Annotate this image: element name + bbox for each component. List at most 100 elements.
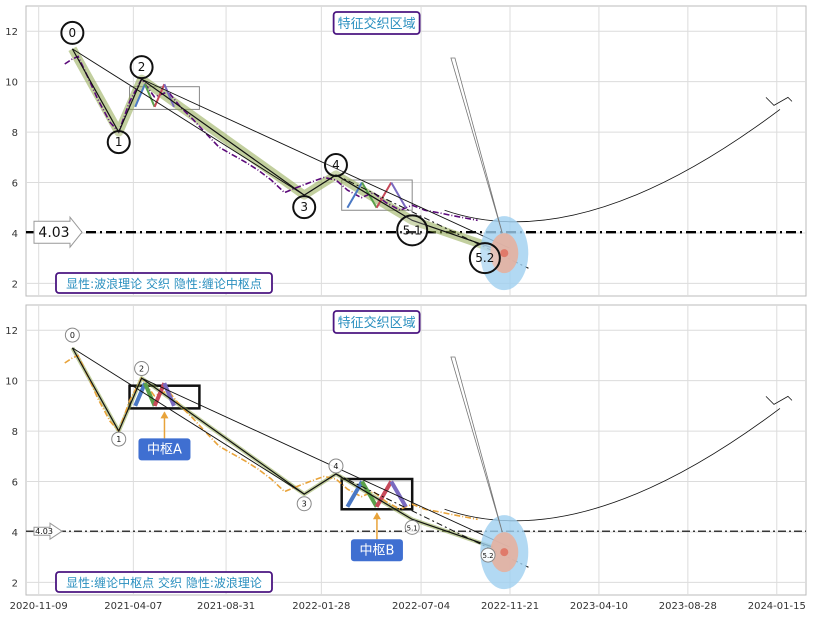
wave-marker xyxy=(328,458,344,474)
projection-curve xyxy=(444,109,781,223)
trend-line xyxy=(72,48,305,196)
support-label: 4.03 xyxy=(35,527,53,536)
y-tick-label: 6 xyxy=(12,478,18,489)
wave-marker xyxy=(106,130,131,155)
feature-zone-box xyxy=(332,310,421,334)
wave-marker xyxy=(396,214,429,247)
pivot-zigzag xyxy=(390,182,407,209)
trend-line xyxy=(72,347,305,495)
wave-marker-label: 5.2 xyxy=(482,552,493,560)
wave-marker-label: 3 xyxy=(300,200,308,214)
pivot-zigzag xyxy=(346,182,363,209)
wave-marker-label: 4 xyxy=(333,462,338,471)
pivot-zigzag xyxy=(144,83,156,108)
wave-marker-label: 0 xyxy=(70,331,75,340)
pivot-zigzag xyxy=(345,480,364,508)
wave-marker xyxy=(480,547,496,563)
y-tick-label: 8 xyxy=(12,427,18,438)
wave-marker-label: 5.1 xyxy=(407,524,418,532)
pivot-zigzag xyxy=(143,382,157,407)
pivot-pointer-head xyxy=(160,411,169,419)
wave-marker-label: 5.2 xyxy=(475,251,494,265)
pivot-box xyxy=(340,477,414,511)
wave-marker xyxy=(296,496,312,512)
pivot-label: 中枢B xyxy=(359,543,394,558)
pointer-wedge xyxy=(450,57,503,234)
wave-marker xyxy=(134,361,150,377)
x-tick-label: 2021-08-31 xyxy=(197,601,255,612)
price-line xyxy=(64,55,478,222)
y-tick-label: 10 xyxy=(5,78,18,89)
caption-label: 显性:波浪理论 交织 隐性:缠论中枢点 xyxy=(66,276,262,291)
projection-curve xyxy=(444,408,781,522)
panel-bottom: 2020-11-09 2021-04-07 2021-08-31 2022-01-28… xyxy=(5,304,807,612)
x-tick-label: 2023-08-28 xyxy=(659,601,717,612)
pivot-zigzag xyxy=(153,83,166,108)
pivot-zigzag xyxy=(374,480,393,508)
wave-marker-label: 0 xyxy=(69,26,77,40)
wave-marker xyxy=(292,195,317,220)
y-tick-label: 12 xyxy=(5,326,18,337)
pivot-zigzag xyxy=(163,83,175,108)
x-tick-label: 2021-04-07 xyxy=(104,601,162,612)
y-tick-label: 8 xyxy=(12,128,18,139)
x-tick-label: 2022-01-28 xyxy=(292,601,350,612)
support-arrow xyxy=(33,215,83,249)
wave-marker-label: 5.1 xyxy=(403,223,422,237)
y-tick-label: 12 xyxy=(5,27,18,38)
x-tick-label: 2022-07-04 xyxy=(392,601,450,612)
pivot-zigzag xyxy=(375,182,393,209)
y-tick-label: 10 xyxy=(5,377,18,388)
pivot-label-box xyxy=(350,539,403,562)
pivot-pointer-head xyxy=(372,512,381,520)
pointer-wedge xyxy=(450,356,503,533)
pivot-zigzag xyxy=(162,382,176,407)
support-arrow xyxy=(33,522,63,541)
wave-marker xyxy=(60,20,85,45)
wave-marker xyxy=(64,327,80,343)
pivot-label-box xyxy=(138,438,191,461)
x-tick-label: 2024-01-15 xyxy=(748,601,806,612)
wave-marker xyxy=(129,55,154,80)
x-tick-label: 2020-11-09 xyxy=(10,601,68,612)
wave-marker xyxy=(468,242,501,275)
feature-zone-label: 特征交织区域 xyxy=(338,315,416,331)
wave-marker xyxy=(111,431,127,447)
feature-zone-label: 特征交织区域 xyxy=(338,16,416,32)
caption-box xyxy=(55,571,273,593)
projection-hook xyxy=(765,96,793,106)
feature-zone-box xyxy=(332,11,421,35)
wave-marker-label: 3 xyxy=(302,500,307,509)
plot-frame xyxy=(25,5,807,297)
pivot-zigzag xyxy=(133,382,147,407)
wave-marker-label: 1 xyxy=(116,435,121,444)
y-tick-label: 2 xyxy=(12,279,18,290)
pivot-box-faint xyxy=(341,179,413,211)
wave-marker xyxy=(404,519,420,535)
y-tick-label: 4 xyxy=(12,229,18,240)
x-tick-label: 2023-04-10 xyxy=(570,601,628,612)
x-tick-label: 2022-11-21 xyxy=(481,601,539,612)
y-tick-label: 2 xyxy=(12,578,18,589)
wave-marker-label: 2 xyxy=(138,60,146,74)
wave-marker-label: 1 xyxy=(115,135,123,149)
wave-marker-label: 4 xyxy=(332,158,340,172)
wave-marker xyxy=(323,152,348,177)
pivot-zigzag xyxy=(389,480,408,508)
pivot-zigzag xyxy=(134,83,146,108)
projection-hook xyxy=(765,395,793,405)
wave-marker-label: 2 xyxy=(139,365,144,374)
pivot-label: 中枢A xyxy=(147,442,182,457)
pivot-zigzag xyxy=(152,382,167,407)
trend-line xyxy=(141,377,510,548)
y-tick-label: 4 xyxy=(12,528,18,539)
target-zone-center xyxy=(500,249,509,258)
y-tick-label: 6 xyxy=(12,179,18,190)
caption-label: 显性:缠论中枢点 交织 隐性:波浪理论 xyxy=(66,575,262,590)
caption-box xyxy=(55,272,273,294)
target-zone-center xyxy=(500,548,509,557)
support-label: 4.03 xyxy=(38,225,69,241)
